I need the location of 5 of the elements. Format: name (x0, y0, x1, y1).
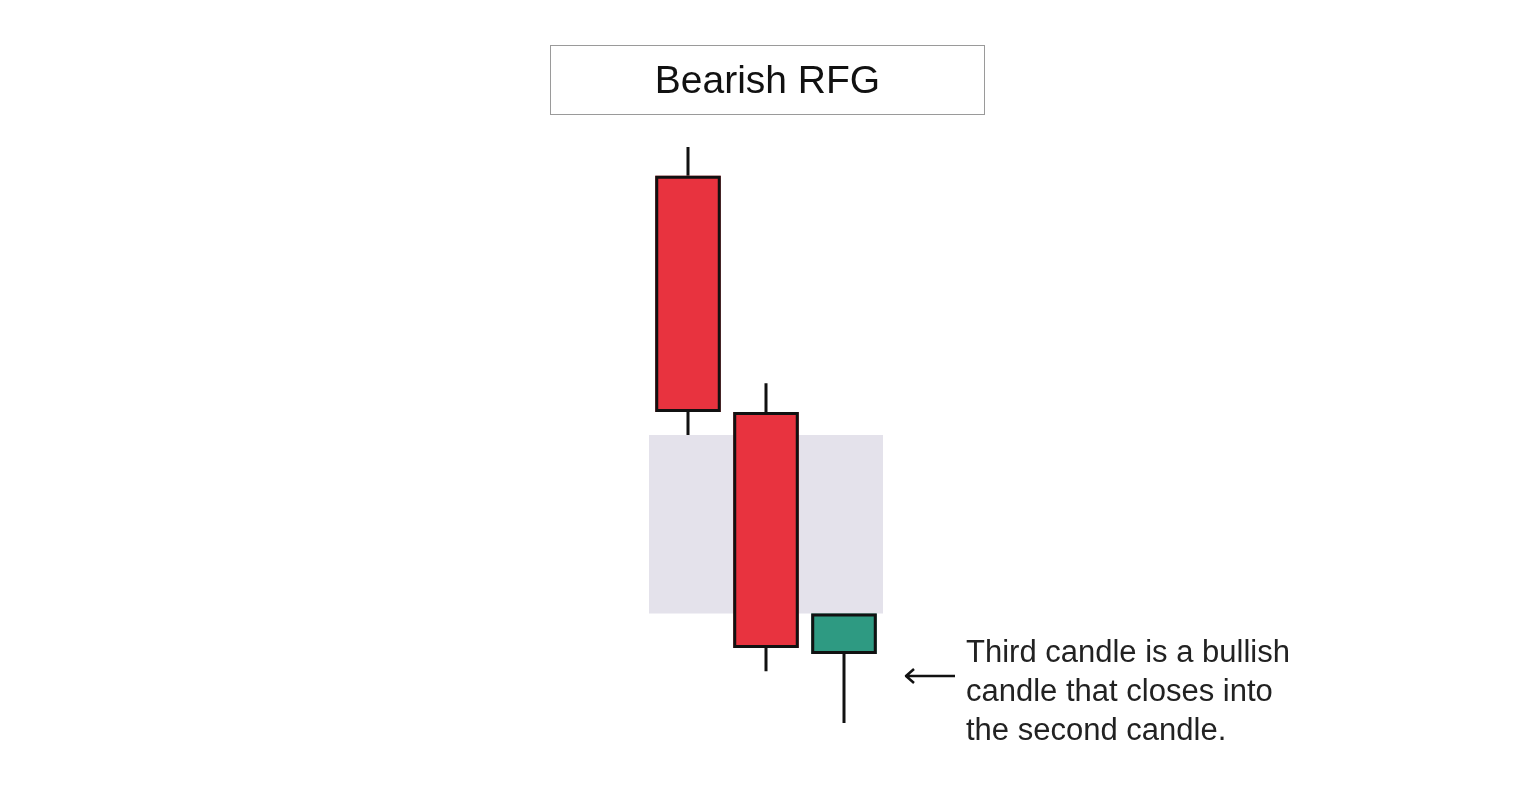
candlestick (811, 613, 877, 723)
candlestick (733, 383, 799, 672)
text: Third candle is a bullish candle that closes into the second candle. (966, 634, 1290, 747)
candlestick (655, 147, 721, 435)
chart-title: Bearish RFG (550, 45, 985, 115)
